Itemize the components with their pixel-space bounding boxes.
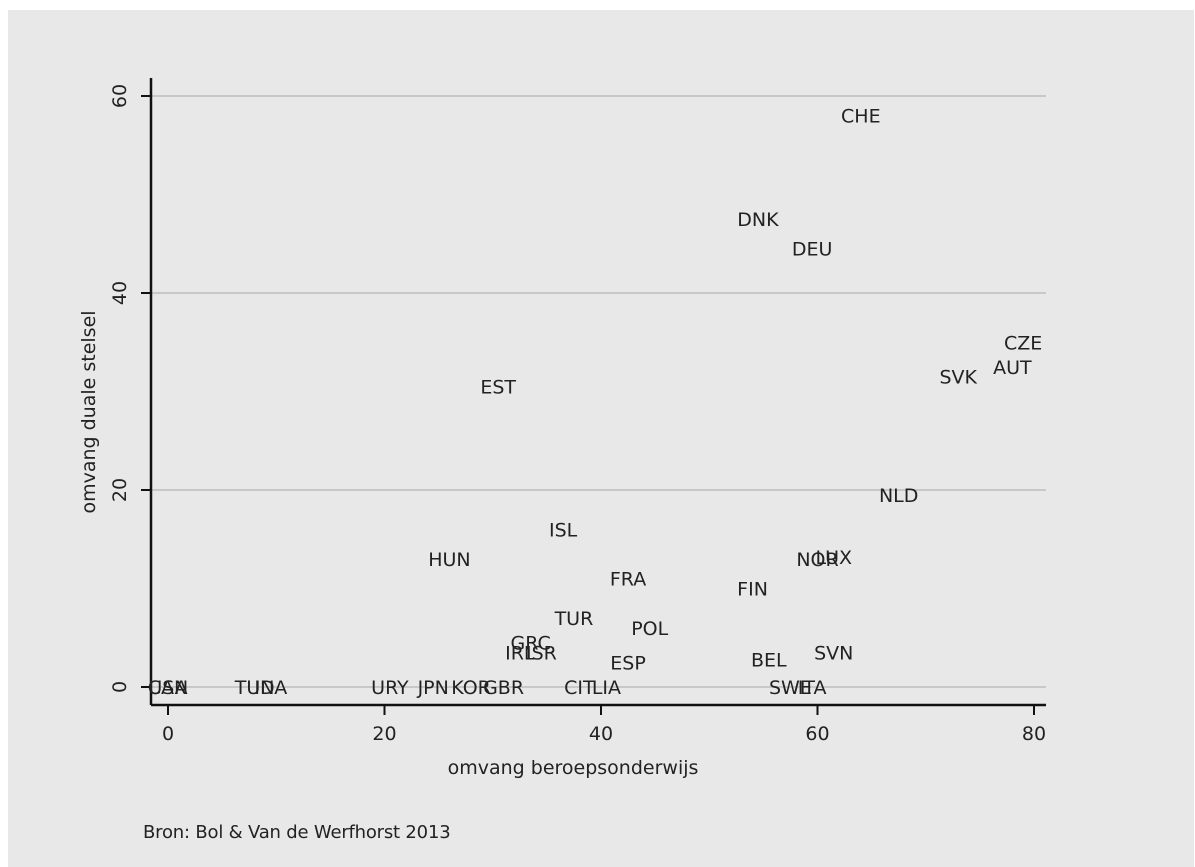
point-label-fra: FRA xyxy=(610,569,646,591)
point-label-esp: ESP xyxy=(610,652,646,674)
point-label-svn: SVN xyxy=(814,643,853,665)
point-label-ida: IDA xyxy=(254,677,287,699)
axes xyxy=(149,78,1046,707)
x-axis-title: omvang beroepsonderwijs xyxy=(448,757,699,779)
x-tick-label: 60 xyxy=(805,723,829,745)
point-label-est: EST xyxy=(480,377,516,399)
y-tick-label: 40 xyxy=(109,281,131,305)
point-label-dnk: DNK xyxy=(737,209,779,231)
point-label-isl: ISL xyxy=(549,519,578,541)
point-label-ita: ITA xyxy=(798,677,827,699)
y-tick-label: 0 xyxy=(109,681,131,693)
point-label-aut: AUT xyxy=(993,357,1032,379)
grid-lines xyxy=(151,95,1046,688)
source-note: Bron: Bol & Van de Werfhorst 2013 xyxy=(143,822,451,843)
point-label-pol: POL xyxy=(631,618,668,640)
ticks: 0 20 40 60 0 20 40 60 80 xyxy=(109,84,1046,745)
point-label-fin: FIN xyxy=(737,579,768,601)
y-tick-label: 20 xyxy=(109,478,131,502)
x-tick-label: 80 xyxy=(1022,723,1046,745)
x-tick-label: 0 xyxy=(162,723,174,745)
x-tick-label: 40 xyxy=(589,723,613,745)
point-label-cze: CZE xyxy=(1004,332,1042,354)
point-label-isr: ISR xyxy=(526,643,557,665)
point-label-cit: CIT xyxy=(564,677,595,699)
point-label-lux: LUX xyxy=(815,547,852,569)
point-label-che: CHE xyxy=(841,106,881,128)
point-label-nld: NLD xyxy=(879,485,918,507)
point-label-deu: DEU xyxy=(792,239,833,261)
point-label-tur: TUR xyxy=(554,608,594,630)
point-label-jpn: JPN xyxy=(417,677,449,699)
point-label-tun: TUN xyxy=(234,677,275,699)
point-label-ury: URY xyxy=(371,677,409,699)
y-axis-title: omvang duale stelsel xyxy=(78,310,100,513)
y-tick-label: 60 xyxy=(109,84,131,108)
point-label-nor: NOR xyxy=(796,549,838,571)
point-label-grc: GRC xyxy=(511,633,551,655)
chart-panel xyxy=(8,10,1194,867)
point-label-hun: HUN xyxy=(428,549,470,571)
point-label-irl: IRL xyxy=(505,643,535,665)
point-label-lia: LIA xyxy=(592,677,621,699)
point-label-bel: BEL xyxy=(751,649,787,671)
point-label-kor: KOR xyxy=(451,677,491,699)
point-label-swe: SWE xyxy=(769,677,812,699)
point-label-svk: SVK xyxy=(939,367,977,389)
point-label-can: CAN xyxy=(148,677,188,699)
point-label-gbr: GBR xyxy=(483,677,524,699)
point-label-usa: USA xyxy=(148,677,187,699)
x-tick-label: 20 xyxy=(372,723,396,745)
